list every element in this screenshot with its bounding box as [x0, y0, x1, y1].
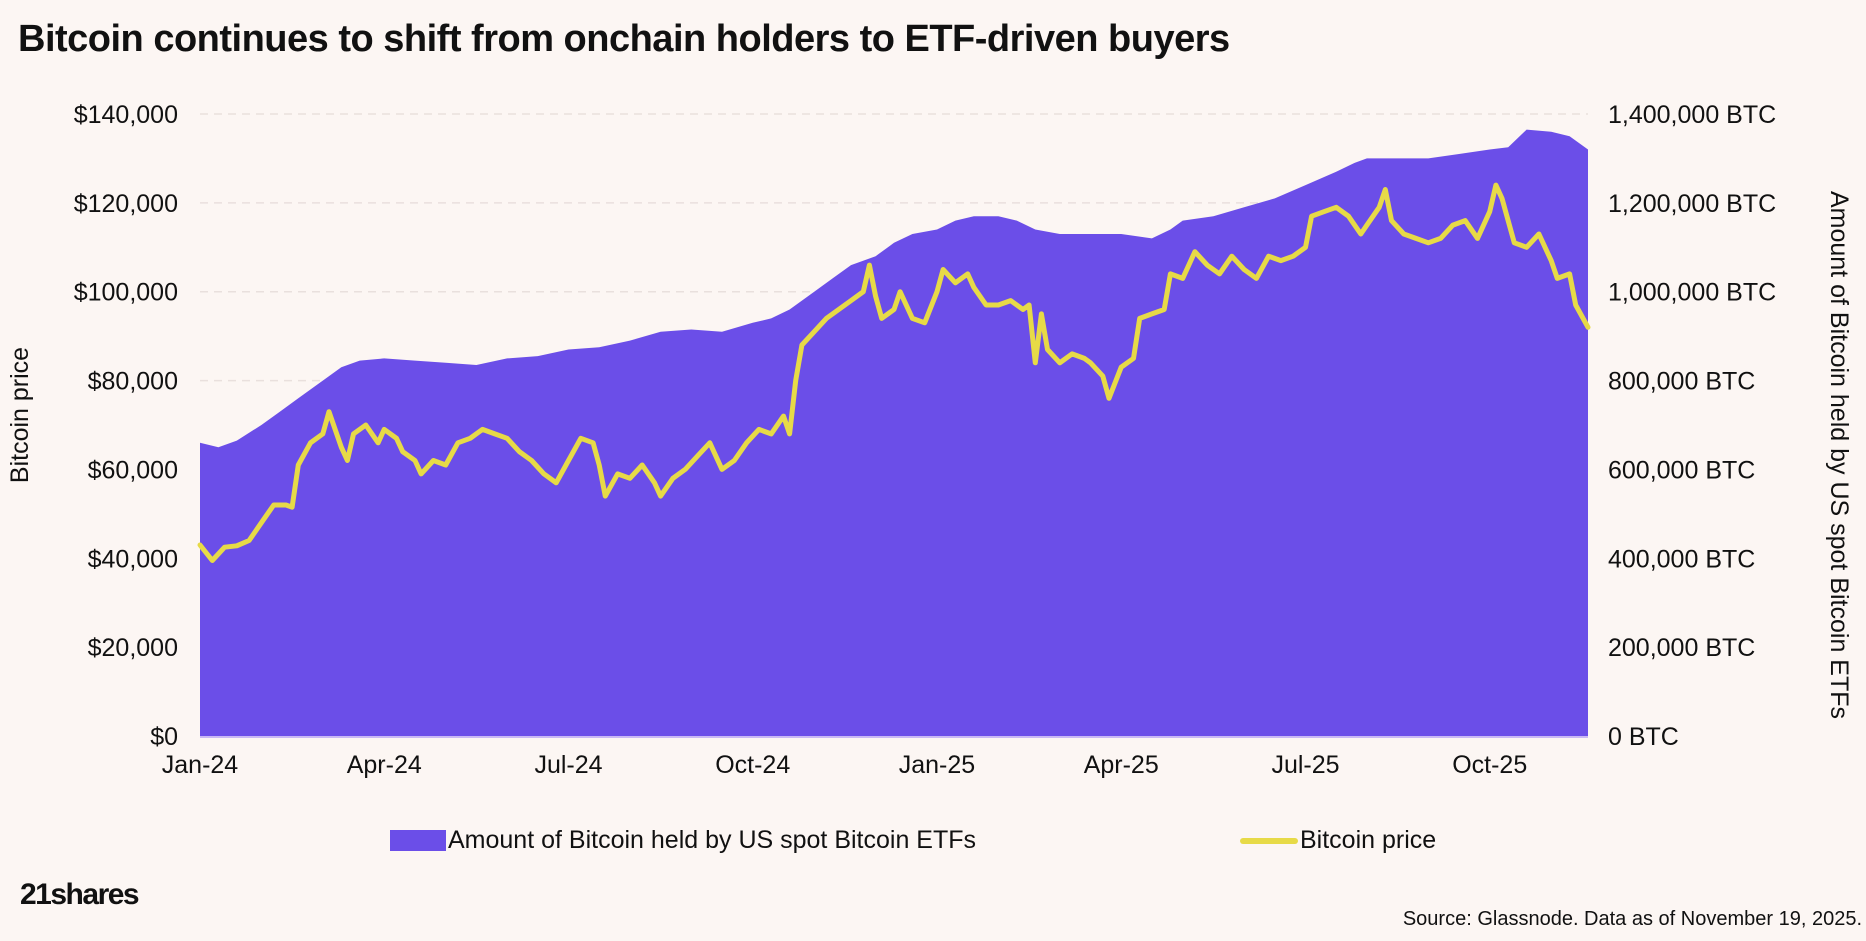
- y-right-tick-label: 1,200,000 BTC: [1608, 190, 1776, 218]
- y-left-tick-label: $60,000: [88, 456, 178, 484]
- legend-label-etf-holdings: Amount of Bitcoin held by US spot Bitcoi…: [448, 826, 977, 854]
- y-right-axis-title: Amount of Bitcoin held by US spot Bitcoi…: [1825, 191, 1853, 719]
- y-right-tick-label: 600,000 BTC: [1608, 456, 1755, 484]
- y-right-tick-label: 800,000 BTC: [1608, 368, 1755, 396]
- legend-swatch-area: [390, 830, 446, 851]
- y-left-axis-title: Bitcoin price: [6, 347, 34, 483]
- y-right-tick-label: 200,000 BTC: [1608, 634, 1755, 662]
- legend-label-bitcoin-price: Bitcoin price: [1300, 826, 1437, 854]
- y-right-tick-label: 1,000,000 BTC: [1608, 279, 1776, 307]
- x-tick-label: Oct-24: [715, 751, 790, 779]
- legend-item-bitcoin-price: Bitcoin price: [1240, 826, 1436, 855]
- y-left-tick-label: $80,000: [88, 368, 178, 396]
- legend-item-etf-holdings: Amount of Bitcoin held by US spot Bitcoi…: [390, 826, 976, 855]
- chart-title: Bitcoin continues to shift from onchain …: [18, 18, 1230, 60]
- x-tick-label: Jan-25: [899, 751, 975, 779]
- y-right-tick-label: 400,000 BTC: [1608, 545, 1755, 573]
- y-left-tick-label: $140,000: [74, 101, 178, 129]
- axes: $0 0 BTC $20,000 200,000 BTC $40,000 400,000 …: [6, 101, 1853, 779]
- bitcoin-price-line: [197, 182, 1591, 563]
- y-left-tick-label: $100,000: [74, 279, 178, 307]
- etf-holdings-area: [200, 129, 1588, 737]
- y-left-tick-label: $40,000: [88, 545, 178, 573]
- y-left-tick-label: $120,000: [74, 190, 178, 218]
- x-tick-label: Oct-25: [1452, 751, 1527, 779]
- y-left-tick-label: $0: [150, 723, 178, 751]
- y-right-tick-label: 1,400,000 BTC: [1608, 101, 1776, 129]
- x-tick-label: Jul-25: [1271, 751, 1339, 779]
- bitcoin-price-line-series: [197, 182, 1591, 563]
- x-tick-label: Apr-25: [1084, 751, 1159, 779]
- brand-logo: 21shares: [20, 878, 140, 911]
- y-left-tick-label: $20,000: [88, 634, 178, 662]
- etf-holdings-area-series: [200, 129, 1588, 737]
- y-right-tick-label: 0 BTC: [1608, 723, 1679, 751]
- source-note: Source: Glassnode. Data as of November 1…: [1402, 908, 1862, 930]
- legend-swatch-line: [1240, 837, 1298, 844]
- x-tick-label: Apr-24: [347, 751, 422, 779]
- x-tick-label: Jan-24: [162, 751, 239, 779]
- x-tick-label: Jul-24: [534, 751, 602, 779]
